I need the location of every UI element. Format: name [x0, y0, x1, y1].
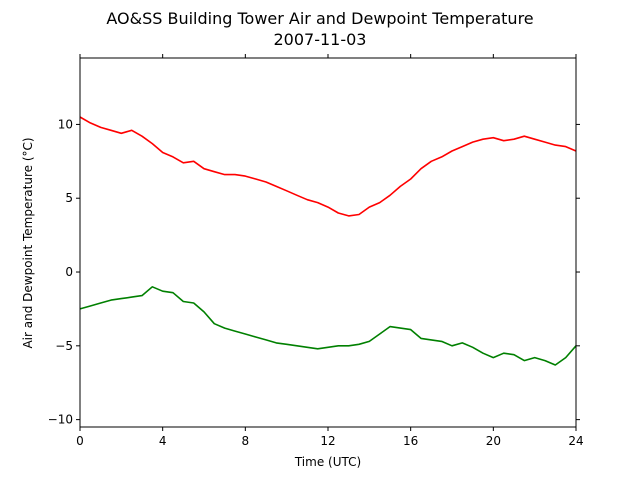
x-ticks: 0 4 8 12 16 20 24 — [76, 54, 584, 448]
plot-frame — [79, 57, 577, 428]
series-line-0 — [79, 116, 577, 217]
y-tick-label: 10 — [58, 117, 73, 131]
series-layer — [79, 116, 577, 366]
x-tick-label: 16 — [403, 434, 418, 448]
x-tick-label: 0 — [76, 434, 84, 448]
y-tick-label: −10 — [48, 413, 73, 427]
series-line-1 — [79, 286, 577, 366]
y-axis-label: Air and Dewpoint Temperature (°C) — [21, 137, 35, 348]
y-tick-label: 5 — [65, 191, 73, 205]
y-tick-label: 0 — [65, 265, 73, 279]
x-tick-label: 24 — [568, 434, 583, 448]
x-tick-label: 4 — [159, 434, 167, 448]
x-tick-label: 20 — [486, 434, 501, 448]
x-axis-label: Time (UTC) — [294, 455, 361, 469]
y-tick-label: −5 — [55, 339, 73, 353]
y-ticks: −10 −5 0 5 10 — [48, 117, 580, 427]
chart-subtitle: 2007-11-03 — [274, 30, 367, 49]
x-tick-label: 12 — [320, 434, 335, 448]
chart-title: AO&SS Building Tower Air and Dewpoint Te… — [106, 9, 533, 28]
x-tick-label: 8 — [242, 434, 250, 448]
